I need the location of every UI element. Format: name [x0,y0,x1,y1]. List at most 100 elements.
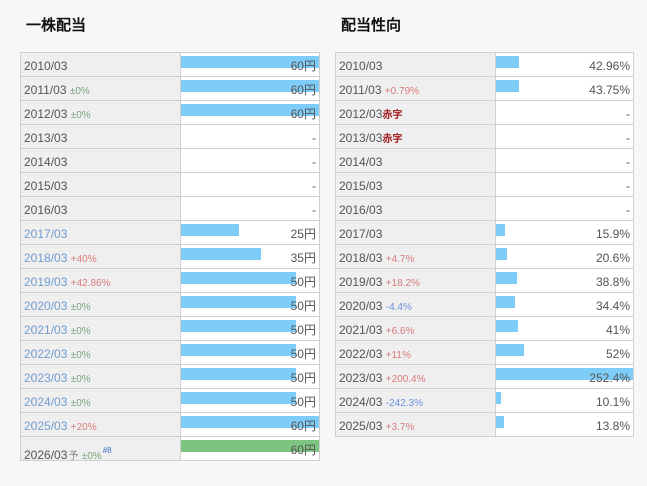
table-row: 2025/03 +20% 60円 [21,413,319,437]
fiscal-year: 2018/03 [24,251,68,265]
change-rate: ±0% [69,86,90,97]
value-cell: 50円 [181,269,319,292]
table-row: 2026/03予 ±0%#8 60円 [21,437,319,461]
dividend-bar [181,224,239,236]
payout-bar [496,248,508,260]
payout-bar [496,80,520,92]
value-text: - [312,125,316,152]
dividend-value: 60 [290,107,304,121]
table-row: 2021/03 ±0% 50円 [21,317,319,341]
fiscal-year: 2025/03 [339,419,383,433]
unit-label: 円 [303,59,316,73]
unit-label: 円 [303,419,316,433]
value-cell: 60円 [181,101,319,124]
row-label: 2024/03 ±0% [21,389,181,412]
dividend-bar [181,56,319,68]
value-text: 25円 [291,221,316,248]
value-cell: 38.8% [496,269,633,292]
unit-label: 円 [303,275,316,289]
dividend-value: - [312,155,316,169]
fiscal-year: 2023/03 [24,371,68,385]
table-row: 2022/03 +11% 52% [336,341,633,365]
deficit-badge: 赤字 [382,134,403,145]
value-text: - [312,197,316,224]
change-rate: ±0% [70,350,91,361]
unit-label: 円 [303,443,316,457]
change-rate: ±0% [70,302,91,313]
change-rate: -242.3% [385,398,423,409]
row-label: 2020/03 ±0% [21,293,181,316]
row-label: 2016/03 [336,197,496,220]
value-text: 50円 [291,293,316,320]
unit-label: 円 [303,395,316,409]
fiscal-year: 2011/03 [24,83,67,97]
dividend-bar [181,416,319,428]
table-row: 2018/03 +40% 35円 [21,245,319,269]
row-label: 2025/03 +3.7% [336,413,496,436]
dividend-value: 35 [290,251,304,265]
value-text: 60円 [291,77,316,104]
change-rate: +4.7% [385,254,415,265]
row-label: 2017/03 [21,221,181,244]
row-label: 2020/03 -4.4% [336,293,496,316]
dividend-bar [181,320,296,332]
payout-value: - [626,155,630,169]
table-row: 2018/03 +4.7% 20.6% [336,245,633,269]
fiscal-year: 2016/03 [24,203,68,217]
table-row: 2012/03赤字 - [336,101,633,125]
row-label: 2010/03 [336,53,496,76]
value-cell: 50円 [181,365,319,388]
forecast-mark: 予 [68,451,79,460]
row-label: 2016/03 [21,197,181,220]
change-rate: +6.6% [385,326,415,337]
change-rate: +11% [385,350,411,361]
dividend-value: 60 [290,59,304,73]
fiscal-year: 2024/03 [339,395,383,409]
dividend-value: - [312,179,316,193]
table-row: 2025/03 +3.7% 13.8% [336,413,633,437]
dividend-table: 2010/03 60円 2011/03 ±0% 60円 2012/03 ±0% 60円 20… [20,52,320,461]
dividend-value: 60 [290,443,304,457]
value-text: 50円 [291,389,316,416]
fiscal-year: 2019/03 [339,275,383,289]
value-cell: 35円 [181,245,319,268]
dividend-value: 50 [290,275,304,289]
table-row: 2023/03 +200.4% 252.4% [336,365,633,389]
change-rate: +0.79% [384,86,420,97]
payout-value: 38.8% [595,275,630,289]
dividend-bar [181,248,262,260]
table-row: 2010/03 60円 [21,53,319,77]
value-cell: - [496,197,633,220]
change-rate: +40% [70,254,97,265]
change-rate: +200.4% [385,374,426,385]
payout-value: - [626,107,630,121]
row-label: 2015/03 [21,173,181,196]
value-cell: 13.8% [496,413,633,436]
row-label: 2012/03 ±0% [21,101,181,124]
value-cell: 41% [496,317,633,340]
dividend-bar [181,392,296,404]
row-label: 2019/03 +18.2% [336,269,496,292]
unit-label: 円 [303,227,316,241]
dividend-value: 50 [290,299,304,313]
deficit-badge: 赤字 [382,110,403,121]
fiscal-year: 2022/03 [24,347,68,361]
value-cell: 15.9% [496,221,633,244]
fiscal-year: 2012/03 [339,107,383,121]
fiscal-year: 2017/03 [339,227,383,241]
value-cell: - [496,125,633,148]
change-rate: +18.2% [385,278,420,289]
fiscal-year: 2021/03 [24,323,68,337]
table-row: 2011/03 ±0% 60円 [21,77,319,101]
payout-value: 42.96% [589,59,630,73]
payout-value: 20.6% [595,251,630,265]
row-label: 2021/03 +6.6% [336,317,496,340]
table-row: 2023/03 ±0% 50円 [21,365,319,389]
table-row: 2016/03 - [336,197,633,221]
table-row: 2015/03 - [21,173,319,197]
row-label: 2015/03 [336,173,496,196]
value-cell: - [181,197,319,220]
table-row: 2017/03 15.9% [336,221,633,245]
row-label: 2017/03 [336,221,496,244]
row-label: 2022/03 +11% [336,341,496,364]
